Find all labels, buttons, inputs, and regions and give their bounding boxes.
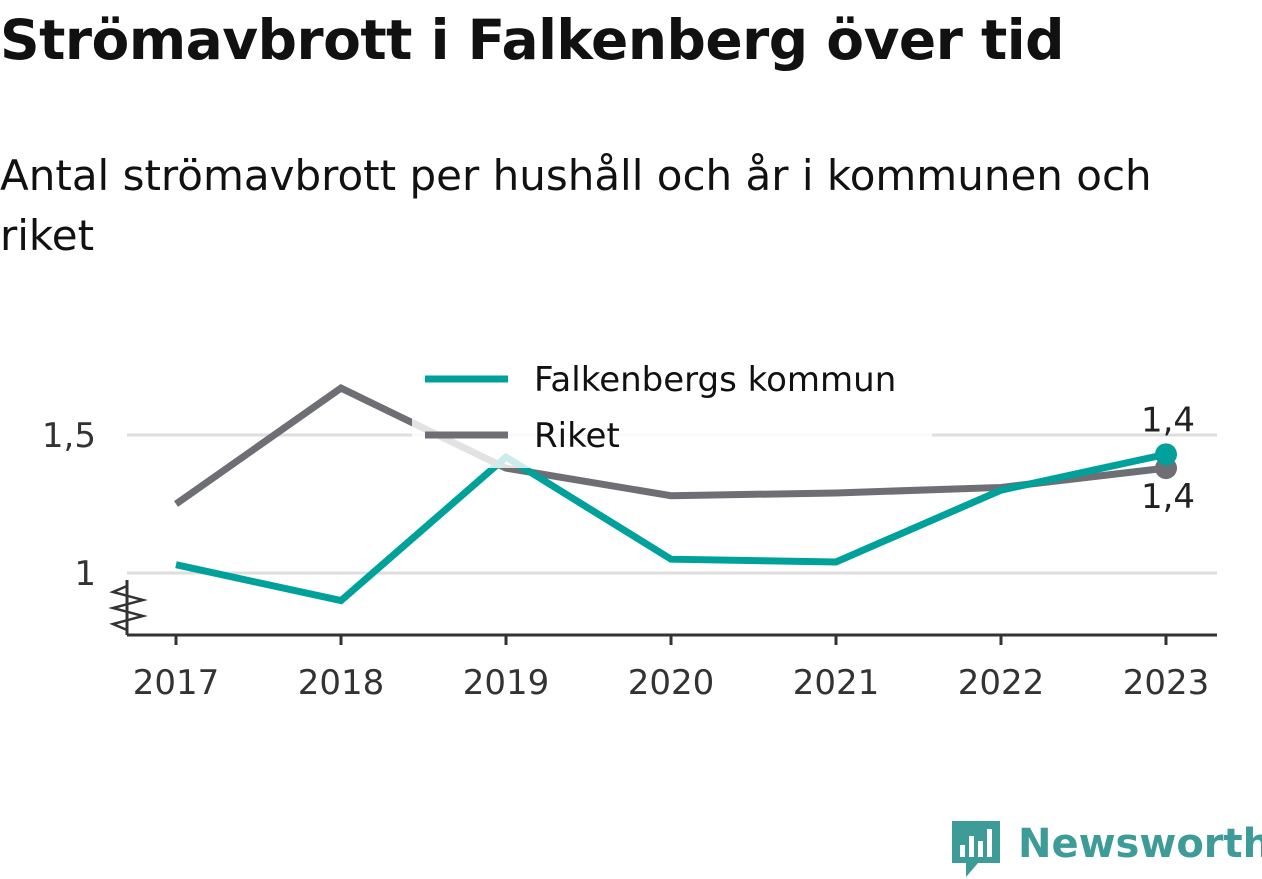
- y-tick-label: 1: [74, 554, 96, 594]
- legend: Falkenbergs kommun Riket: [412, 352, 932, 468]
- x-axis: [108, 580, 1217, 645]
- x-tick-labels: 2017 2018 2019 2020 2021 2022 2023: [133, 663, 1210, 703]
- y-tick-label: 1,5: [42, 416, 96, 456]
- chart-subtitle: Antal strömavbrott per hushåll och år i …: [0, 151, 1152, 260]
- x-tick-label: 2020: [628, 663, 715, 703]
- brand-name: Newsworthy: [1018, 821, 1262, 867]
- end-value-label-1: 1,4: [1141, 477, 1195, 517]
- end-value-label-0: 1,4: [1141, 400, 1195, 440]
- x-tick-label: 2021: [793, 663, 880, 703]
- series-lines: [173, 384, 1177, 605]
- chart-title: Strömavbrott i Falkenberg över tid: [0, 8, 1065, 72]
- x-tick-label: 2019: [463, 663, 550, 703]
- axis-break-icon: [108, 584, 148, 632]
- newsworthy-logo: Newsworthy: [952, 821, 1262, 877]
- end-labels: 1,4 1,4: [1141, 400, 1195, 517]
- y-tick-labels: 11,5: [42, 416, 96, 594]
- series-line-0: [175, 450, 1167, 605]
- legend-backdrop: [412, 352, 932, 468]
- x-tick-label: 2017: [133, 663, 220, 703]
- x-tick-label: 2018: [298, 663, 385, 703]
- x-tick-label: 2022: [958, 663, 1045, 703]
- newsworthy-chart-bubble-icon: [952, 821, 1000, 877]
- series-end-point-0: [1155, 443, 1177, 466]
- legend-label-1: Riket: [534, 416, 620, 456]
- x-tick-label: 2023: [1123, 663, 1210, 703]
- legend-label-0: Falkenbergs kommun: [534, 360, 896, 400]
